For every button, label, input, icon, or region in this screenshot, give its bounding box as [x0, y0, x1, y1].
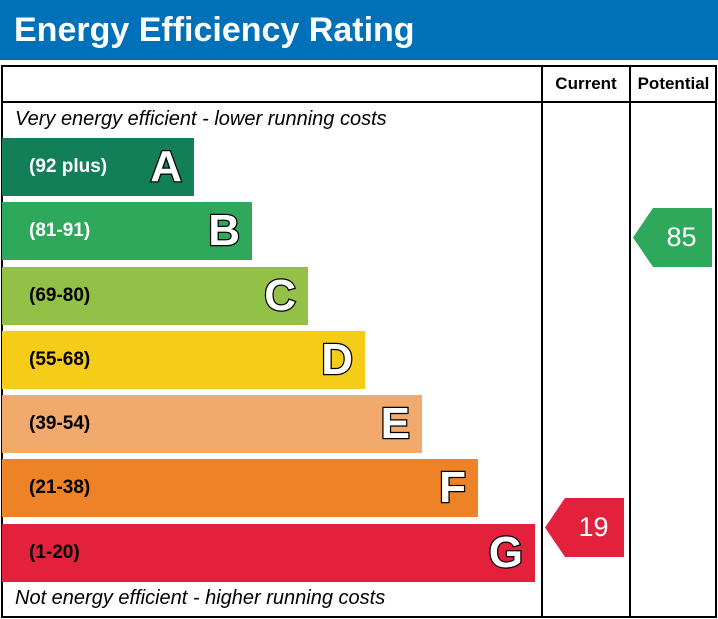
- current-column-header: Current: [555, 74, 617, 93]
- band-bar-b: (81-91) B: [2, 202, 252, 260]
- band-letter: E: [379, 398, 411, 450]
- band-range-label: (1-20): [29, 542, 80, 563]
- band-letter: C: [263, 270, 297, 322]
- band-letter: D: [320, 334, 354, 386]
- band-letter: A: [149, 141, 183, 193]
- band-bar-f: (21-38) F: [2, 459, 478, 517]
- band-range-label: (69-80): [29, 285, 91, 306]
- band-range-label: (92 plus): [29, 156, 108, 177]
- band-letter: G: [488, 527, 525, 579]
- band-range-label: (55-68): [29, 349, 91, 370]
- band-range-label: (21-38): [29, 477, 91, 498]
- top-note: Very energy efficient - lower running co…: [15, 108, 387, 130]
- header-divider: [1, 101, 717, 103]
- potential-rating-value: 85: [666, 222, 697, 252]
- band-bar-e: (39-54) E: [2, 395, 422, 453]
- band-letter: B: [207, 205, 241, 257]
- current-column-divider: [541, 65, 543, 618]
- current-rating-value: 19: [578, 512, 609, 542]
- band-bar-a: (92 plus) A: [2, 138, 194, 196]
- potential-column-header: Potential: [637, 74, 710, 93]
- potential-column-divider: [629, 65, 631, 618]
- band-bar-d: (55-68) D: [2, 331, 365, 389]
- bottom-note: Not energy efficient - higher running co…: [15, 587, 386, 609]
- band-bar-c: (69-80) C: [2, 267, 308, 325]
- band-range-label: (81-91): [29, 220, 91, 241]
- band-range-label: (39-54): [29, 413, 91, 434]
- band-bar-g: (1-20) G: [2, 524, 535, 582]
- potential-rating-arrow: 85: [633, 208, 712, 267]
- chart-title: Energy Efficiency Rating: [0, 0, 718, 60]
- band-letter: F: [438, 462, 467, 514]
